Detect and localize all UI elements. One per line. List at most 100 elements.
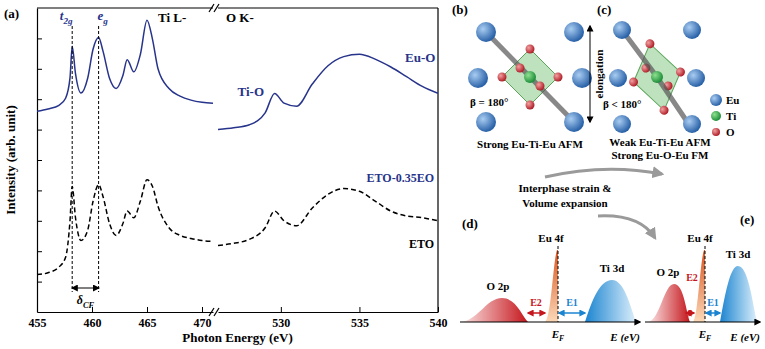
series-label: ETO — [409, 237, 434, 251]
text-main: E — [698, 328, 706, 340]
panel-label: (c) — [597, 2, 611, 17]
diagrams: (b)β = 180°Strong Eu-Ti-Eu AFM(c)elongat… — [452, 2, 760, 344]
band-ti3d — [585, 280, 636, 322]
o-atom — [675, 67, 686, 78]
gap-label: E2 — [686, 272, 698, 283]
legend-atom — [710, 94, 722, 106]
eu-atom — [468, 68, 488, 88]
energy-axis — [645, 321, 760, 322]
strain-label: elongation — [593, 50, 605, 99]
axis-break — [214, 308, 219, 316]
x-tick-label: 455 — [29, 316, 47, 330]
x-axis-line — [219, 312, 439, 313]
panel-a: 455460465470530535540ETO-0.35EOETOTi L-O… — [3, 4, 448, 345]
eu-atom — [476, 112, 496, 132]
eu-atom — [564, 22, 584, 42]
x-tick-mark — [202, 307, 203, 312]
panel-label: (a) — [4, 6, 19, 21]
panel-label: (d) — [462, 216, 478, 231]
fermi-label: EF — [551, 328, 564, 343]
annotation: O K- — [226, 10, 254, 25]
band-label: Eu 4f — [687, 232, 713, 244]
gap-arrow — [706, 312, 720, 314]
transition-arrow — [545, 169, 662, 177]
band-label: O 2p — [487, 280, 510, 292]
y-tick — [37, 99, 42, 100]
y-tick — [37, 282, 42, 283]
y-tick-mark — [37, 99, 42, 100]
legend-label: O — [726, 126, 735, 138]
ti-atom — [524, 71, 536, 83]
band-label: Ti 3d — [600, 262, 625, 274]
x-tick-mark — [147, 307, 148, 312]
splitting-arrow — [72, 288, 98, 289]
annotation: Eu-O — [405, 50, 435, 65]
gap-label: E1 — [566, 297, 578, 308]
band-label: Eu 4f — [538, 232, 564, 244]
text-main: E — [551, 328, 559, 340]
angle-label: β = 180° — [470, 96, 508, 108]
band-o2p — [648, 284, 690, 322]
band-label: O 2p — [657, 266, 680, 278]
o-atom — [526, 45, 535, 54]
panel-e: (e)O 2pEu 4fTi 3dE2E1EFE (eV) — [645, 212, 760, 344]
o-atom — [526, 101, 535, 110]
y-tick — [37, 251, 42, 252]
y-tick-mark — [37, 190, 42, 191]
band-ti3d — [720, 266, 757, 322]
spectrum-line — [37, 20, 213, 111]
o-atom — [659, 105, 670, 116]
eu-atom — [683, 115, 701, 133]
annotation: Ti-O — [238, 84, 265, 99]
o-atom — [645, 38, 656, 49]
annotation: Ti L- — [158, 10, 186, 25]
legend-label: Ti — [726, 110, 736, 122]
frame-top — [218, 7, 438, 8]
eu-atom — [683, 21, 701, 39]
o-atom — [536, 82, 545, 91]
eu-atom — [564, 112, 584, 132]
axis-break — [209, 308, 214, 316]
x-axis-title: Photon Energy (eV) — [182, 330, 293, 345]
transition-label: Interphase strain & — [519, 182, 612, 194]
x-tick: 535 — [351, 307, 369, 330]
legend-atom — [712, 128, 720, 136]
y-axis-title: Intensity (arb. unit) — [3, 105, 18, 214]
y-tick — [37, 190, 42, 191]
panel-c: (c)elongationβ < 180°Weak Eu-Ti-Eu AFMSt… — [590, 2, 711, 161]
eu-atom — [613, 21, 631, 39]
eu-atom — [476, 22, 496, 42]
x-tick-mark — [281, 307, 282, 312]
text-sub: F — [706, 334, 711, 343]
band-eu4f — [693, 250, 705, 322]
o-atom — [554, 73, 563, 82]
o-atom — [498, 73, 507, 82]
bond-rod — [622, 30, 690, 126]
fermi-level — [558, 246, 559, 322]
x-tick-label: 540 — [430, 316, 448, 330]
x-tick-label: 460 — [84, 316, 102, 330]
text-sub: CF — [83, 301, 95, 310]
axis-break — [214, 4, 219, 12]
energy-axis — [460, 321, 640, 322]
o-atom — [516, 64, 525, 73]
ti-atom — [651, 71, 663, 83]
panel-label: (b) — [452, 2, 468, 17]
gap-arrow — [686, 312, 694, 314]
x-tick-label: 470 — [194, 316, 212, 330]
y-tick-mark — [37, 69, 42, 70]
x-tick-label: 465 — [139, 316, 157, 330]
band-label: Ti 3d — [726, 248, 751, 260]
x-axis-line — [38, 312, 214, 313]
y-tick-mark — [37, 221, 42, 222]
x-tick-label: 535 — [351, 316, 369, 330]
spectrum-line — [218, 54, 438, 129]
peak-label: eg — [97, 8, 108, 26]
caption: Weak Eu-Ti-Eu AFM — [609, 136, 711, 148]
frame-right — [437, 8, 438, 312]
x-tick-label: 530 — [272, 316, 290, 330]
fermi-label: EF — [698, 328, 711, 343]
energy-axis-title: E (eV) — [609, 331, 640, 344]
y-tick-mark — [37, 160, 42, 161]
splitting-label: δCF — [77, 293, 95, 310]
